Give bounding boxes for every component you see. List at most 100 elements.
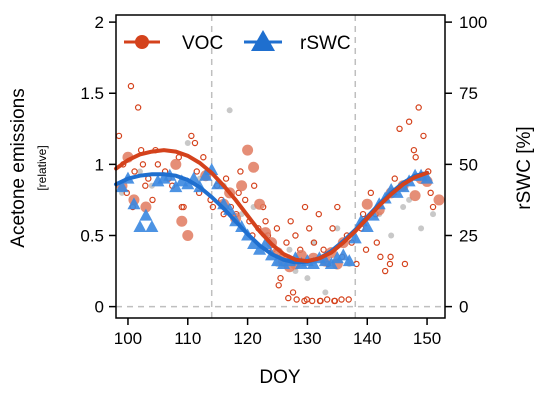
voc-hourly-point bbox=[306, 225, 313, 232]
rswc-point bbox=[247, 237, 261, 250]
voc-daily-point bbox=[170, 158, 182, 170]
y-tick-label: 0 bbox=[95, 298, 104, 317]
voc-daily-point bbox=[182, 229, 194, 241]
voc-hourly-point bbox=[420, 132, 427, 140]
legend-voc-marker bbox=[135, 35, 149, 49]
voc-hourly-point bbox=[387, 253, 394, 261]
voc-hourly-point bbox=[310, 239, 318, 246]
y2-axis-title: rSWC [%] bbox=[514, 126, 535, 209]
grey-point bbox=[322, 289, 329, 296]
voc-hourly-point bbox=[178, 203, 185, 211]
grey-point bbox=[304, 275, 311, 282]
voc-hourly-point bbox=[386, 260, 394, 268]
x-tick-label: 110 bbox=[174, 329, 201, 348]
voc-hourly-point bbox=[277, 274, 284, 282]
voc-hourly-point bbox=[410, 146, 418, 154]
x-tick-label: 120 bbox=[233, 329, 261, 348]
voc-hourly-point bbox=[209, 203, 217, 211]
voc-hourly-point bbox=[237, 168, 244, 175]
voc-hourly-point bbox=[359, 210, 367, 218]
voc-hourly-point bbox=[320, 246, 327, 253]
y-axis-left: 0 0.5 1 1.5 2 bbox=[80, 13, 116, 317]
voc-hourly-point bbox=[396, 125, 403, 133]
y-tick-label: 1.5 bbox=[80, 84, 104, 103]
voc-hourly-point bbox=[301, 297, 308, 305]
rswc-point bbox=[348, 231, 362, 244]
voc-hourly-point bbox=[262, 218, 269, 225]
voc-hourly-point bbox=[191, 139, 199, 147]
x-axis-title: DOY bbox=[259, 367, 301, 388]
voc-hourly-point bbox=[405, 118, 413, 125]
legend: VOC rSWC bbox=[124, 30, 351, 54]
x-tick-label: 140 bbox=[353, 329, 381, 348]
grey-point bbox=[334, 225, 341, 232]
voc-hourly-point bbox=[250, 182, 258, 189]
voc-hourly-point bbox=[154, 161, 162, 168]
voc-hourly-point bbox=[338, 296, 345, 303]
voc-daily-point bbox=[254, 198, 266, 210]
grey-point bbox=[418, 225, 425, 232]
voc-hourly-point bbox=[315, 210, 322, 218]
voc-hourly-point bbox=[242, 196, 249, 204]
rswc-point bbox=[133, 219, 147, 232]
voc-hourly-point bbox=[429, 203, 437, 211]
y-axis-right: 0 25 50 75 100 bbox=[445, 13, 487, 317]
voc-hourly-point bbox=[188, 132, 195, 140]
voc-hourly-point bbox=[377, 253, 384, 261]
voc-daily-point bbox=[242, 144, 254, 156]
voc-hourly-point bbox=[373, 239, 381, 246]
voc-hourly-point bbox=[381, 267, 389, 275]
legend-rswc-marker bbox=[251, 30, 275, 51]
voc-daily-point bbox=[140, 201, 152, 213]
grey-point bbox=[400, 204, 407, 211]
x-tick-label: 130 bbox=[293, 329, 321, 348]
x-axis: 100 110 120 130 140 150 bbox=[114, 318, 441, 348]
rswc-point bbox=[145, 219, 159, 232]
voc-hourly-point bbox=[391, 175, 398, 182]
voc-hourly-point bbox=[222, 175, 230, 182]
y-tick-label: 0.5 bbox=[80, 226, 104, 245]
rswc-point bbox=[139, 208, 153, 221]
rswc-point bbox=[127, 197, 141, 210]
voc-hourly-point bbox=[367, 189, 375, 197]
voc-hourly-point bbox=[316, 297, 324, 305]
voc-hourly-point bbox=[149, 196, 156, 204]
voc-hourly-point bbox=[412, 154, 419, 161]
rswc-point bbox=[420, 171, 434, 184]
y-axis-subtitle: [relative] bbox=[35, 145, 49, 190]
grey-point bbox=[286, 246, 293, 253]
voc-hourly-point bbox=[200, 154, 207, 161]
voc-hourly-point bbox=[127, 82, 135, 90]
voc-hourly-point bbox=[309, 297, 316, 305]
voc-hourly-point bbox=[323, 296, 331, 303]
voc-hourly-point bbox=[283, 239, 290, 246]
rswc-point bbox=[360, 219, 374, 232]
grey-point bbox=[388, 232, 395, 239]
voc-hourly-point bbox=[287, 218, 294, 225]
grey-point bbox=[136, 168, 143, 175]
y2-tick-label: 50 bbox=[459, 155, 478, 174]
voc-hourly-point bbox=[131, 168, 138, 175]
voc-daily-point bbox=[236, 180, 248, 192]
voc-hourly-point bbox=[427, 189, 434, 197]
plot-area bbox=[116, 15, 445, 318]
y-tick-label: 1 bbox=[95, 155, 104, 174]
voc-hourly-point bbox=[193, 168, 200, 175]
voc-hourly-point bbox=[142, 182, 149, 189]
voc-hourly-point bbox=[331, 297, 338, 305]
voc-hourly-point bbox=[401, 260, 409, 268]
grey-point bbox=[430, 211, 437, 218]
plot-frame bbox=[115, 14, 446, 319]
rswc-point bbox=[342, 254, 356, 267]
grey-point bbox=[226, 107, 233, 114]
voc-daily-point bbox=[433, 194, 445, 206]
grey-point bbox=[184, 140, 191, 147]
voc-hourly-point bbox=[345, 296, 352, 303]
rswc-point bbox=[115, 180, 129, 193]
voc-hourly-point bbox=[293, 296, 300, 303]
voc-hourly-point bbox=[329, 225, 336, 232]
voc-hourly-point bbox=[134, 104, 142, 111]
voc-hourly-point bbox=[415, 104, 422, 111]
y2-tick-label: 0 bbox=[459, 298, 468, 317]
